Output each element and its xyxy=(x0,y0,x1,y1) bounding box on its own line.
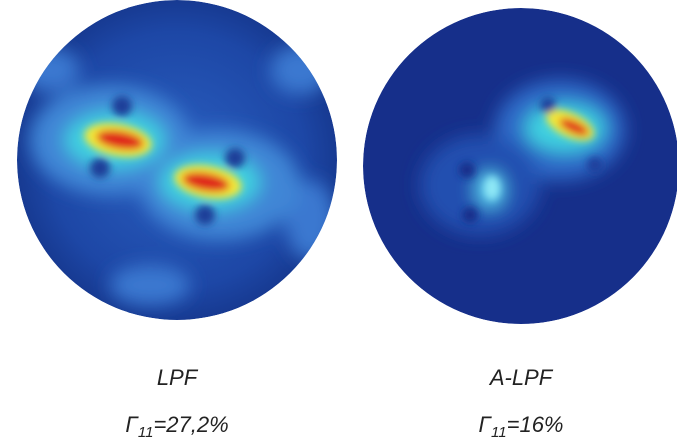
gamma-subscript: 11 xyxy=(138,424,154,439)
panel-label: LPF xyxy=(157,365,199,390)
gamma-subscript: 11 xyxy=(491,424,507,439)
panel-label: A-LPF xyxy=(488,365,554,390)
gamma-symbol: Γ xyxy=(478,412,492,437)
alpf-field-map xyxy=(363,8,677,324)
gamma-caption: Γ11=16% xyxy=(478,412,563,439)
gamma-symbol: Γ xyxy=(125,412,139,437)
gamma-value: =27,2% xyxy=(153,412,228,437)
lpf-field-map xyxy=(17,0,337,320)
gamma-caption: Γ11=27,2% xyxy=(125,412,228,439)
gamma-value: =16% xyxy=(507,412,564,437)
